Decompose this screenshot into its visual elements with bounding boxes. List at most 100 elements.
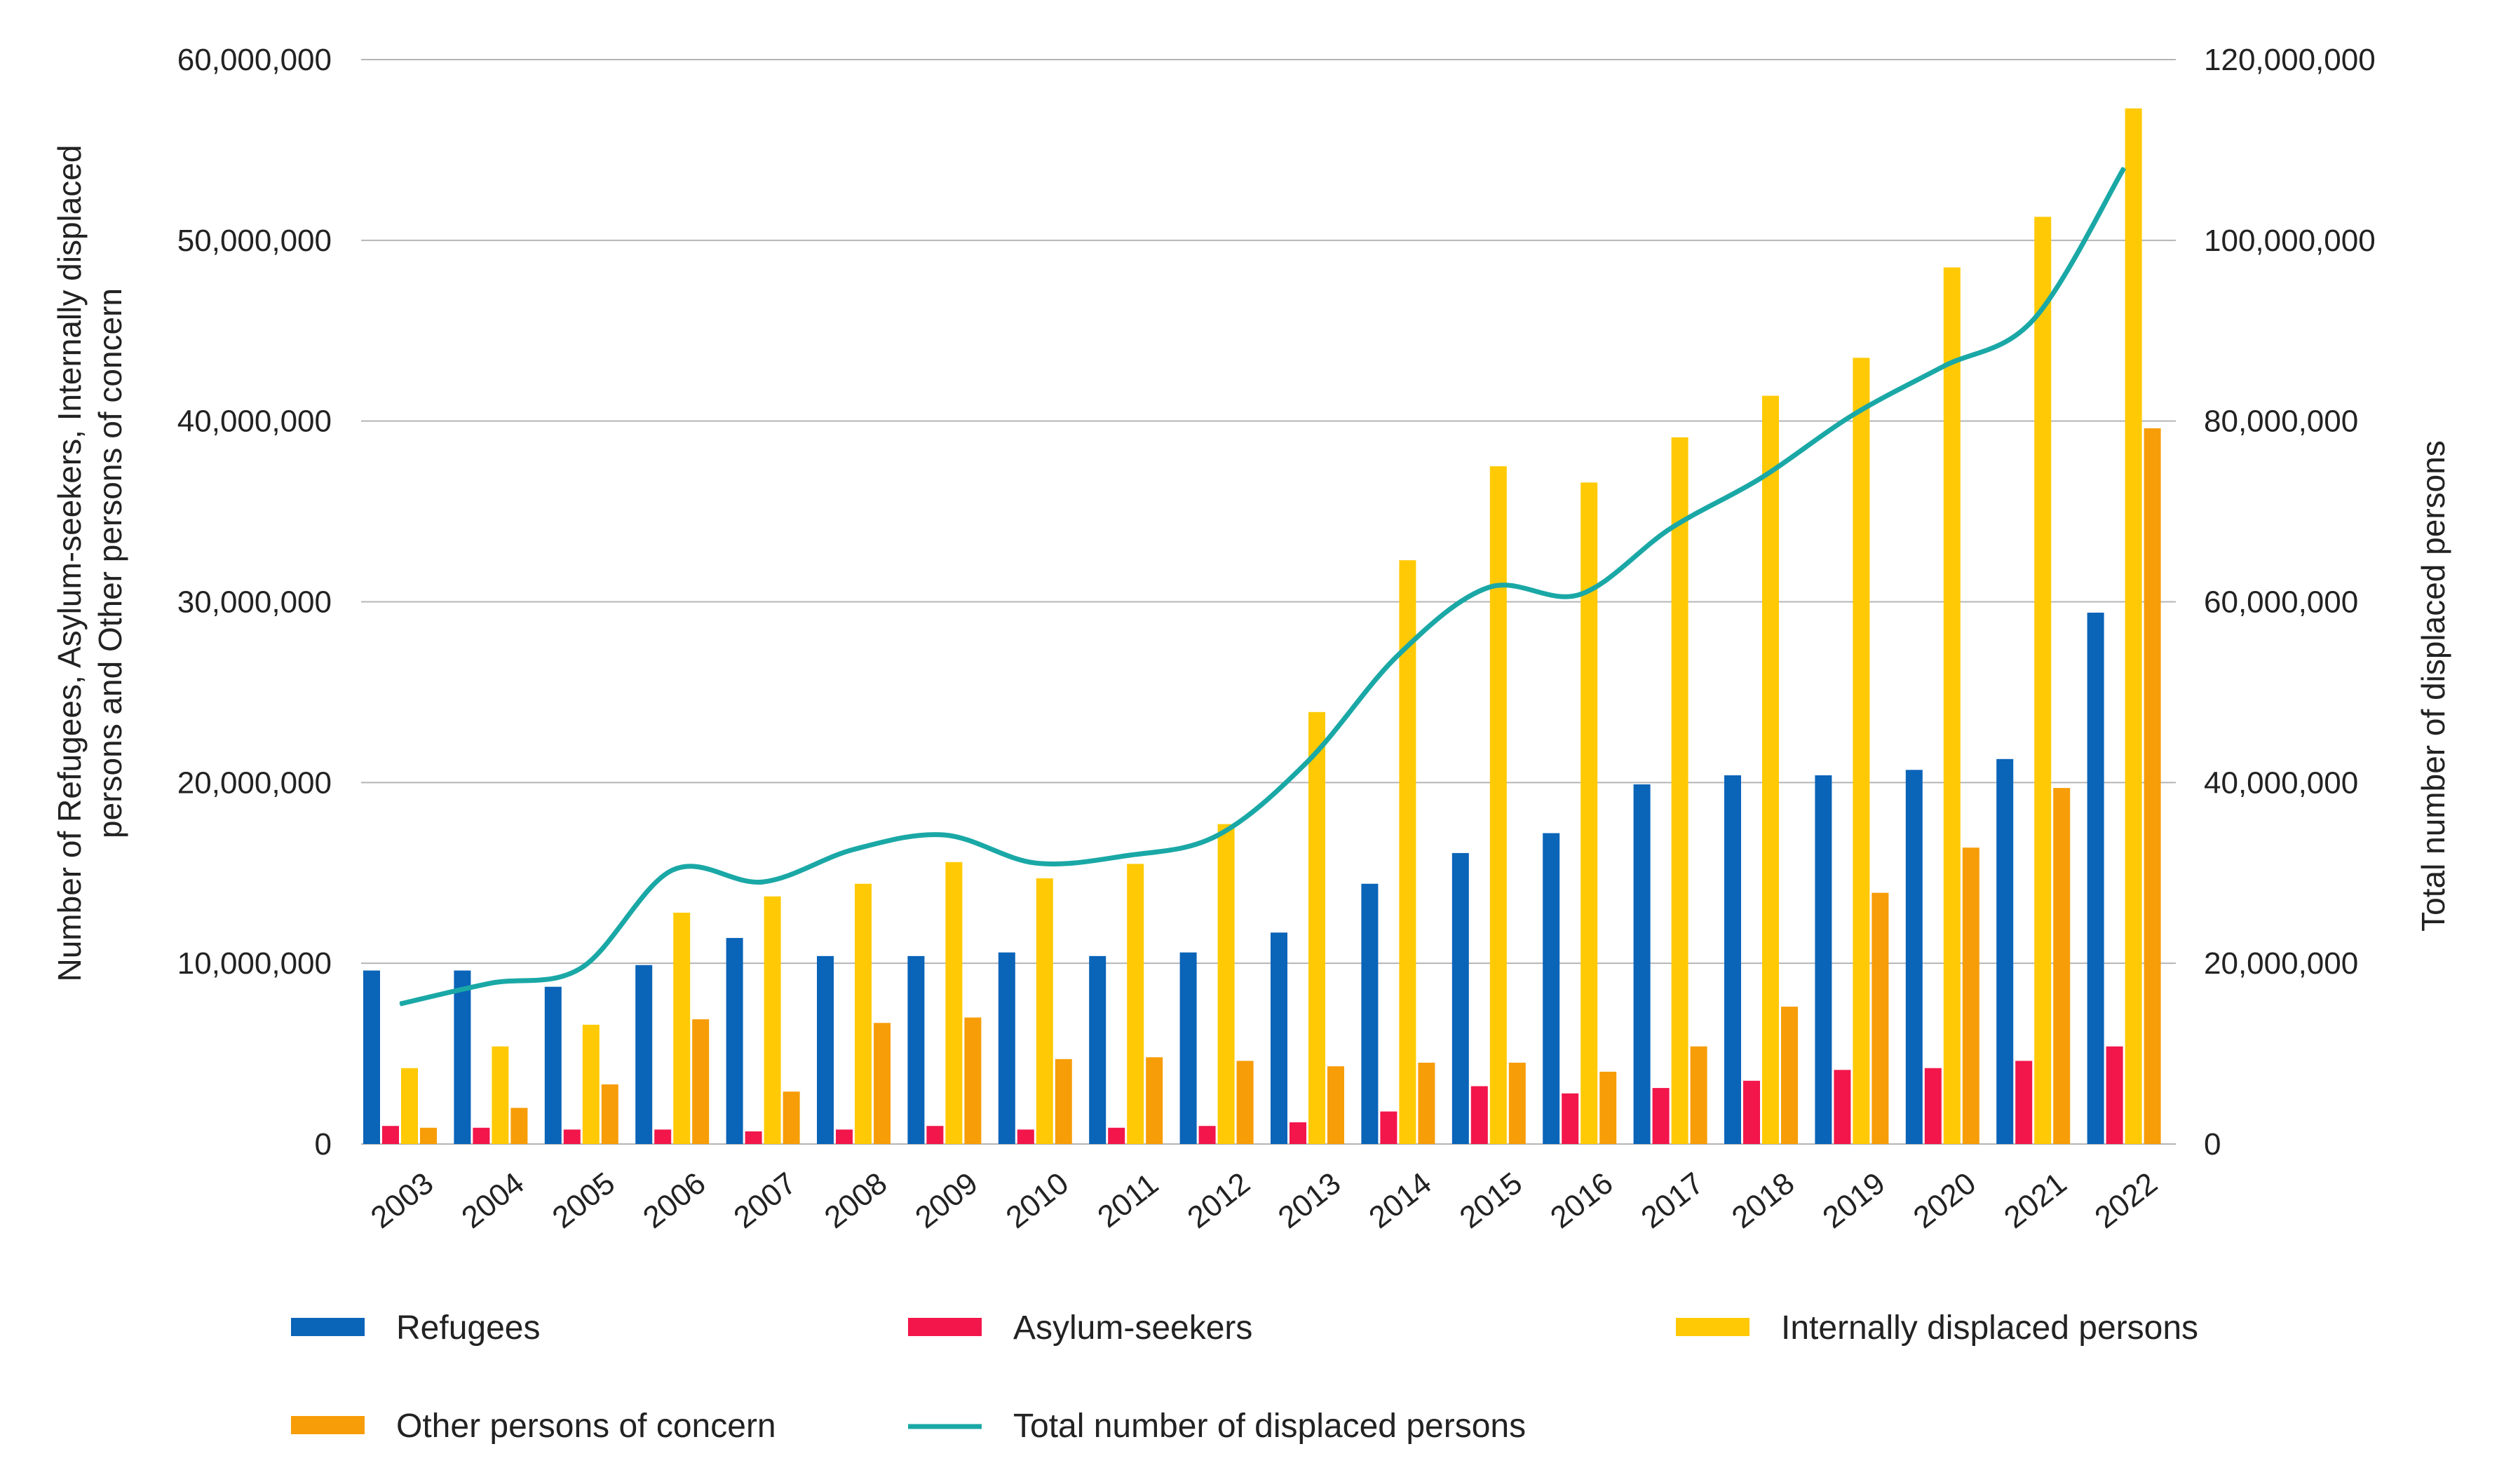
line-point xyxy=(1670,528,1672,530)
bar-refugees xyxy=(998,952,1015,1144)
bar-asylum-seekers xyxy=(745,1131,762,1144)
line-point xyxy=(1034,862,1036,864)
legend-label: Other persons of concern xyxy=(396,1408,776,1445)
y-right-tick-label: 60,000,000 xyxy=(2204,585,2358,620)
bar-asylum-seekers xyxy=(654,1129,672,1144)
legend-item-asylum-seekers: Asylum-seekers xyxy=(908,1309,1252,1347)
line-point xyxy=(1850,414,1853,416)
bar-internally-displaced-persons xyxy=(2034,217,2052,1145)
line-point xyxy=(489,982,492,984)
x-tick-label: 2010 xyxy=(1000,1166,1075,1235)
bar-other-persons-of-concern xyxy=(1872,892,1889,1144)
bar-refugees xyxy=(1905,770,1923,1144)
x-tick-label: 2005 xyxy=(546,1166,621,1235)
bar-other-persons-of-concern xyxy=(420,1127,437,1144)
bar-refugees xyxy=(2087,612,2104,1144)
bar-refugees xyxy=(1089,955,1106,1144)
bar-internally-displaced-persons xyxy=(1489,466,1507,1144)
bar-refugees xyxy=(1815,775,1832,1144)
x-tick-label: 2014 xyxy=(1362,1166,1437,1235)
x-tick-label: 2019 xyxy=(1816,1166,1891,1235)
bar-internally-displaced-persons xyxy=(401,1068,418,1144)
legend-swatch xyxy=(291,1416,365,1434)
bar-refugees xyxy=(817,955,834,1144)
y-left-tick-label: 40,000,000 xyxy=(177,404,332,439)
y-left-tick-label: 30,000,000 xyxy=(177,585,332,620)
y-right-tick-label: 80,000,000 xyxy=(2204,404,2358,439)
line-point xyxy=(1760,477,1762,479)
bar-asylum-seekers xyxy=(1924,1068,1942,1144)
x-tick-label: 2009 xyxy=(909,1166,984,1235)
bar-asylum-seekers xyxy=(1834,1070,1851,1144)
bar-asylum-seekers xyxy=(1562,1093,1579,1144)
bar-internally-displaced-persons xyxy=(945,862,963,1144)
line-point xyxy=(2123,167,2125,169)
x-tick-label: 2020 xyxy=(1907,1166,1982,1235)
bar-asylum-seekers xyxy=(563,1129,581,1144)
bar-asylum-seekers xyxy=(2015,1061,2033,1144)
x-tick-label: 2015 xyxy=(1454,1166,1529,1235)
bar-other-persons-of-concern xyxy=(1236,1061,1254,1144)
bar-asylum-seekers xyxy=(1108,1127,1125,1144)
bar-internally-displaced-persons xyxy=(1399,560,1416,1144)
x-tick-label: 2013 xyxy=(1272,1166,1347,1235)
legend-label: Refugees xyxy=(396,1309,540,1347)
x-tick-label: 2011 xyxy=(1091,1166,1165,1234)
y-left-tick-label: 20,000,000 xyxy=(177,765,332,800)
bar-refugees xyxy=(1543,833,1560,1144)
grid-layer xyxy=(361,59,2176,1145)
bar-internally-displaced-persons xyxy=(1036,878,1053,1144)
legend-swatch xyxy=(1676,1318,1749,1336)
legend-label: Asylum-seekers xyxy=(1013,1309,1252,1347)
line-point xyxy=(1578,594,1581,596)
line-layer xyxy=(399,166,2127,1007)
bar-refugees xyxy=(454,970,471,1144)
line-point xyxy=(1488,586,1490,588)
bar-refugees xyxy=(1361,883,1379,1144)
line-point xyxy=(1216,835,1218,837)
y-right-tick-label: 100,000,000 xyxy=(2204,224,2376,258)
line-point xyxy=(1942,366,1944,368)
y-left-axis-title: Number of Refugees, Asylum-seekers, Inte… xyxy=(51,144,128,981)
bar-other-persons-of-concern xyxy=(510,1108,528,1144)
bar-other-persons-of-concern xyxy=(1055,1058,1072,1144)
line-point xyxy=(2032,319,2034,321)
bar-refugees xyxy=(907,955,925,1144)
bar-other-persons-of-concern xyxy=(1508,1062,1526,1144)
bar-refugees xyxy=(1451,852,1469,1144)
legend-label: Internally displaced persons xyxy=(1781,1309,2198,1347)
bar-other-persons-of-concern xyxy=(1146,1057,1163,1144)
y-right-tick-label: 20,000,000 xyxy=(2204,946,2358,981)
bar-refugees xyxy=(363,970,380,1144)
line-point xyxy=(1306,761,1308,763)
line-point xyxy=(1125,855,1127,857)
bar-refugees xyxy=(544,986,562,1144)
bar-other-persons-of-concern xyxy=(964,1017,982,1144)
bar-other-persons-of-concern xyxy=(1690,1046,1707,1144)
bar-other-persons-of-concern xyxy=(1599,1071,1617,1144)
bar-asylum-seekers xyxy=(1017,1129,1034,1144)
bar-internally-displaced-persons xyxy=(492,1046,509,1144)
bar-refugees xyxy=(1996,758,2014,1144)
x-tick-label: 2016 xyxy=(1544,1166,1619,1235)
x-tick-label: 2008 xyxy=(818,1166,893,1235)
bar-asylum-seekers xyxy=(382,1126,399,1144)
bar-other-persons-of-concern xyxy=(2053,788,2071,1144)
bar-asylum-seekers xyxy=(2106,1046,2123,1144)
bar-internally-displaced-persons xyxy=(1217,824,1235,1144)
legend-item-internally-displaced-persons: Internally displaced persons xyxy=(1676,1309,2198,1347)
bar-other-persons-of-concern xyxy=(1962,847,1979,1144)
bar-refugees xyxy=(1633,784,1651,1144)
bar-internally-displaced-persons xyxy=(1853,358,1870,1144)
x-tick-label: 2018 xyxy=(1726,1166,1801,1235)
bar-refugees xyxy=(726,938,743,1144)
y-left-tick-label: 60,000,000 xyxy=(177,43,332,77)
line-point xyxy=(762,881,764,883)
line-point xyxy=(581,967,583,969)
legend-label: Total number of displaced persons xyxy=(1013,1408,1526,1445)
bar-internally-displaced-persons xyxy=(1943,267,1961,1145)
bar-refugees xyxy=(1179,952,1197,1144)
legend-item-refugees: Refugees xyxy=(291,1309,540,1347)
x-tick-label: 2012 xyxy=(1182,1166,1257,1235)
